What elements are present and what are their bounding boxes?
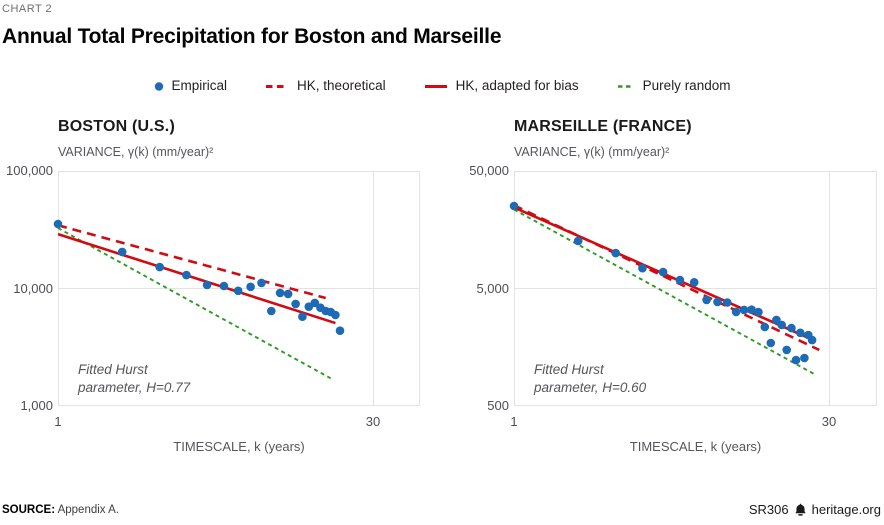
boston-empirical-point bbox=[335, 326, 345, 335]
footer-brand: SR306 heritage.org bbox=[749, 502, 881, 517]
legend-item-purely-random: Purely random bbox=[617, 78, 731, 93]
boston-empirical-point bbox=[331, 310, 340, 320]
boston-empirical-point bbox=[53, 219, 63, 229]
boston-empirical-point bbox=[275, 288, 285, 298]
boston-empirical-point bbox=[291, 299, 300, 309]
boston-empirical-point bbox=[283, 289, 293, 299]
source-text: Appendix A. bbox=[57, 504, 119, 516]
marseille-y-axis-label: VARIANCE, γ(k) (mm/year)² bbox=[514, 145, 670, 159]
legend-marker-purely-random-icon bbox=[617, 84, 634, 88]
legend-marker-hk-adapted-for-bias-icon bbox=[424, 84, 447, 88]
boston-hk-theoretical-line bbox=[57, 224, 327, 300]
marseille-empirical-point bbox=[782, 345, 791, 355]
marseille-annotation-line: Fitted Hurst bbox=[534, 362, 604, 377]
marseille-x-axis-label: TIMESCALE, k (years) bbox=[629, 439, 762, 454]
marseille-empirical-point bbox=[638, 263, 647, 273]
site-link[interactable]: heritage.org bbox=[811, 502, 881, 517]
legend-item-hk-theoretical: HK, theoretical bbox=[265, 78, 386, 93]
boston-annotation-line: Fitted Hurst bbox=[78, 362, 148, 377]
boston-empirical-point bbox=[155, 262, 164, 272]
marseille-purely-random-line bbox=[513, 208, 817, 376]
marseille-empirical-point bbox=[509, 201, 519, 211]
boston-empirical-point bbox=[182, 270, 191, 280]
heritage-bell-icon bbox=[794, 503, 806, 516]
marseille-empirical-point bbox=[702, 295, 711, 305]
legend-item-hk-adapted-for-bias: HK, adapted for bias bbox=[424, 78, 579, 93]
boston-x-tick: 1 bbox=[54, 414, 62, 429]
marseille-hk-theoretical-line bbox=[513, 204, 820, 352]
marseille-empirical-point bbox=[713, 297, 722, 307]
marseille-empirical-point bbox=[760, 322, 770, 332]
marseille-annotation-line: parameter, H=0.60 bbox=[534, 379, 647, 395]
marseille-y-tick: 5,000 bbox=[476, 280, 509, 296]
boston-x-tick: 30 bbox=[365, 414, 381, 429]
legend-label: Empirical bbox=[171, 78, 228, 93]
boston-y-axis-label: VARIANCE, γ(k) (mm/year)² bbox=[58, 145, 214, 159]
boston-annotation-line: parameter, H=0.77 bbox=[78, 379, 191, 395]
legend-item-empirical: Empirical bbox=[154, 78, 228, 93]
chart-kicker: CHART 2 bbox=[2, 3, 53, 15]
marseille-empirical-point bbox=[791, 355, 801, 365]
marseille-empirical-point bbox=[766, 338, 776, 348]
legend-marker-hk-theoretical-icon bbox=[266, 84, 289, 88]
boston-y-tick: 1,000 bbox=[20, 398, 53, 413]
marseille-empirical-point bbox=[796, 328, 805, 338]
marseille-plot-area bbox=[509, 171, 877, 406]
marseille-empirical-point bbox=[658, 267, 668, 277]
marseille-empirical-point bbox=[573, 236, 583, 246]
marseille-empirical-point bbox=[731, 307, 741, 317]
marseille-x-tick: 30 bbox=[821, 414, 837, 429]
boston-empirical-point bbox=[298, 312, 307, 321]
page-title: Annual Total Precipitation for Boston an… bbox=[2, 25, 502, 48]
marseille-empirical-point bbox=[777, 320, 786, 330]
boston-y-tick: 100,000 bbox=[6, 163, 53, 178]
marseille-empirical-point bbox=[800, 353, 809, 363]
marseille-empirical-point bbox=[739, 305, 749, 315]
boston-empirical-point bbox=[267, 306, 276, 316]
marseille-annotation: Fitted Hurst parameter, H=0.60 bbox=[534, 361, 646, 396]
marseille-empirical-point bbox=[611, 248, 620, 258]
legend-marker-empirical-icon bbox=[154, 81, 163, 91]
boston-purely-random-line bbox=[57, 227, 332, 380]
boston-empirical-point bbox=[117, 247, 127, 257]
legend-label: HK, adapted for bias bbox=[455, 78, 579, 93]
boston-hk-adapted-for-bias-line bbox=[57, 232, 336, 325]
marseille-empirical-point bbox=[675, 275, 685, 285]
legend-label: Purely random bbox=[642, 78, 731, 93]
boston-empirical-point bbox=[219, 281, 229, 291]
marseille-empirical-point bbox=[689, 278, 699, 287]
report-id: SR306 bbox=[748, 502, 789, 517]
boston-panel-title: BOSTON (U.S.) bbox=[58, 118, 175, 135]
marseille-empirical-point bbox=[747, 305, 756, 314]
source-note: SOURCE: Appendix A. bbox=[2, 504, 119, 516]
legend: Empirical HK, theoretical HK, adapted for … bbox=[0, 78, 884, 93]
marseille-x-tick: 1 bbox=[510, 414, 518, 429]
source-label: SOURCE: bbox=[2, 504, 56, 516]
marseille-panel-title: MARSEILLE (FRANCE) bbox=[514, 118, 692, 135]
legend-label: HK, theoretical bbox=[297, 78, 386, 93]
boston-plot-area bbox=[53, 171, 420, 406]
marseille-empirical-point bbox=[723, 298, 732, 307]
marseille-empirical-point bbox=[754, 307, 763, 317]
marseille-y-tick: 500 bbox=[487, 398, 509, 413]
marseille-y-tick: 50,000 bbox=[469, 163, 509, 178]
boston-y-tick: 10,000 bbox=[13, 280, 53, 296]
boston-empirical-point bbox=[257, 278, 266, 288]
boston-empirical-point bbox=[233, 286, 243, 296]
marseille-empirical-point bbox=[807, 335, 817, 345]
marseille-empirical-point bbox=[787, 323, 796, 333]
boston-empirical-point bbox=[246, 282, 255, 292]
boston-empirical-point bbox=[310, 298, 320, 308]
boston-annotation: Fitted Hurst parameter, H=0.77 bbox=[78, 361, 190, 396]
boston-empirical-point bbox=[202, 280, 212, 290]
boston-x-axis-label: TIMESCALE, k (years) bbox=[173, 439, 305, 454]
